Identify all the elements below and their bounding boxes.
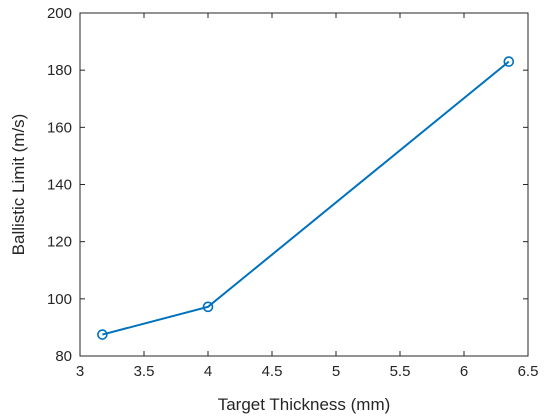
x-tick-label: 6 — [460, 363, 468, 380]
y-ticks: 80 100 120 140 160 180 200 — [47, 5, 528, 365]
y-tick-label: 180 — [47, 62, 72, 79]
y-tick-label: 80 — [55, 348, 72, 365]
y-axis-title: Ballistic Limit (m/s) — [9, 114, 28, 256]
x-tick-label: 3.5 — [134, 363, 155, 380]
series-line — [102, 60, 510, 336]
x-tick-label: 6.5 — [518, 363, 539, 380]
y-tick-label: 100 — [47, 291, 72, 308]
x-tick-label: 3 — [76, 363, 84, 380]
y-tick-label: 140 — [47, 177, 72, 194]
data-point — [97, 329, 108, 340]
data-point — [503, 56, 515, 67]
y-tick-label: 120 — [47, 234, 72, 251]
x-axis-title: Target Thickness (mm) — [218, 395, 391, 414]
y-tick-label: 200 — [47, 5, 72, 22]
x-tick-label: 5.5 — [390, 363, 411, 380]
plot-area — [80, 13, 528, 356]
x-tick-label: 4 — [204, 363, 212, 380]
series-layer — [97, 56, 515, 340]
y-tick-label: 160 — [47, 119, 72, 136]
x-tick-label: 4.5 — [262, 363, 283, 380]
x-tick-label: 5 — [332, 363, 340, 380]
x-ticks: 3 3.5 4 4.5 5 5.5 6 6.5 — [76, 13, 539, 380]
data-point — [202, 301, 214, 313]
